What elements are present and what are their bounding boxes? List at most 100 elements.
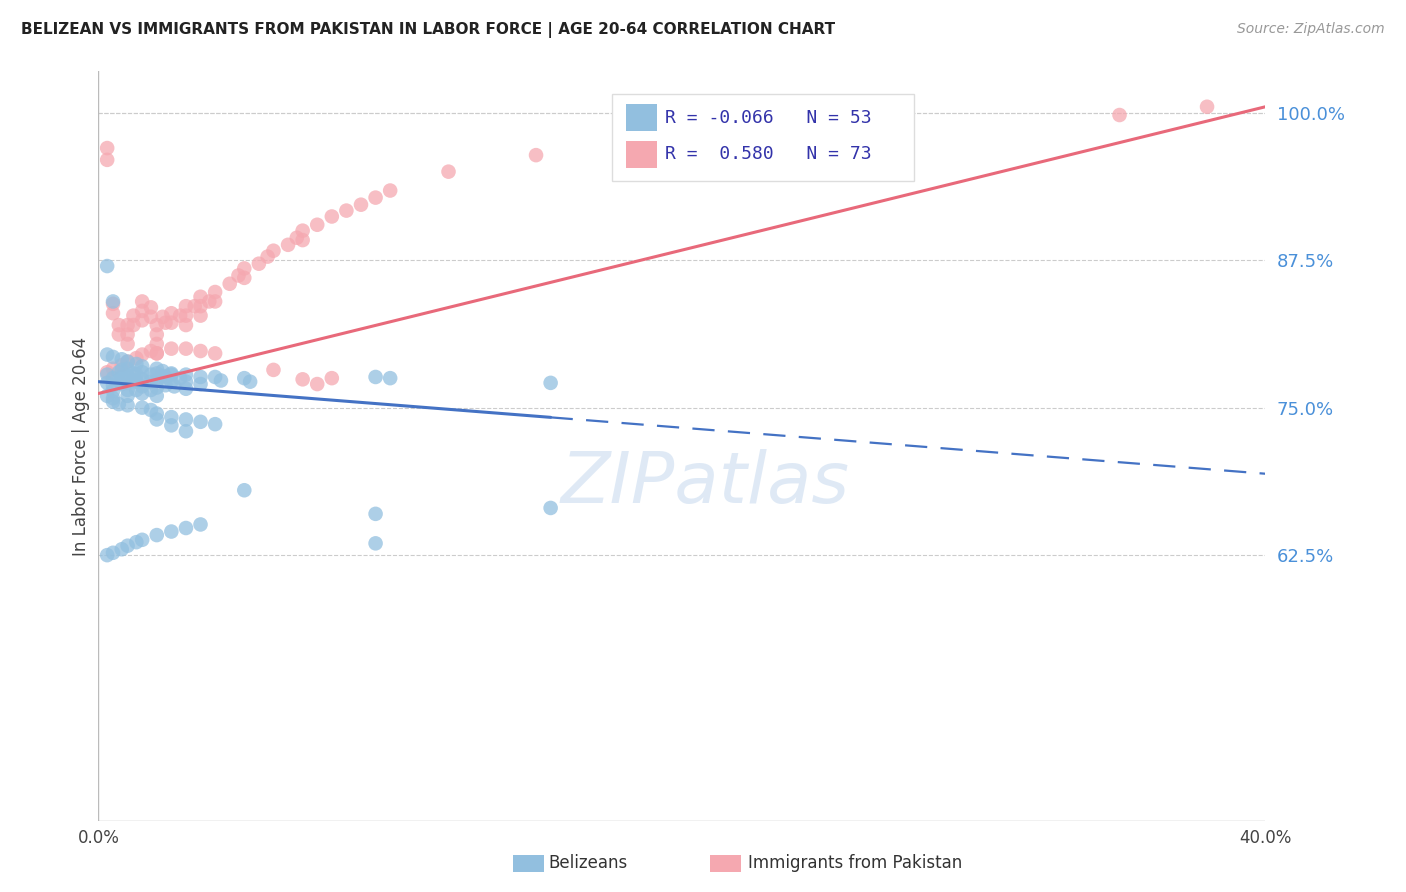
Point	[131, 304, 153, 318]
Point	[204, 370, 226, 384]
Point	[101, 391, 124, 405]
Point	[139, 301, 162, 315]
Point	[540, 500, 562, 515]
Point	[111, 542, 134, 557]
Point	[146, 346, 169, 360]
Point	[321, 210, 343, 224]
Point	[146, 407, 169, 421]
Point	[101, 350, 124, 364]
Point	[671, 131, 693, 145]
Point	[117, 327, 139, 342]
Point	[174, 299, 197, 313]
Point	[146, 412, 169, 426]
Point	[152, 368, 174, 383]
Point	[111, 377, 134, 392]
Point	[146, 361, 169, 376]
Point	[262, 244, 284, 258]
Point	[117, 361, 139, 376]
Point	[96, 365, 118, 379]
Point	[160, 418, 183, 433]
Point	[122, 374, 145, 388]
Point	[101, 361, 124, 376]
Point	[228, 268, 250, 283]
Point	[108, 374, 131, 388]
Point	[131, 379, 153, 393]
Point	[117, 368, 139, 383]
Point	[139, 375, 162, 389]
Point	[307, 218, 329, 232]
Point	[190, 344, 212, 359]
Point	[131, 294, 153, 309]
Point	[174, 375, 197, 389]
Point	[131, 533, 153, 547]
Point	[190, 377, 212, 392]
Point	[131, 365, 153, 379]
Point	[146, 346, 169, 360]
Point	[96, 376, 118, 390]
Point	[155, 316, 177, 330]
Text: R = -0.066   N = 53: R = -0.066 N = 53	[665, 109, 872, 127]
Point	[307, 377, 329, 392]
Point	[233, 261, 256, 276]
Point	[262, 363, 284, 377]
Point	[131, 313, 153, 327]
Point	[131, 401, 153, 415]
Point	[101, 297, 124, 311]
Point	[524, 148, 547, 162]
Point	[146, 367, 169, 381]
Point	[174, 368, 197, 382]
Point	[1108, 108, 1130, 122]
Text: R =  0.580   N = 73: R = 0.580 N = 73	[665, 145, 872, 163]
Point	[108, 365, 131, 379]
Point	[380, 371, 402, 385]
Point	[152, 364, 174, 378]
Point	[183, 299, 205, 313]
Point	[437, 164, 460, 178]
Point	[117, 354, 139, 368]
Point	[117, 383, 139, 397]
Point	[146, 318, 169, 332]
Point	[117, 318, 139, 332]
Point	[364, 536, 387, 550]
Point	[160, 524, 183, 539]
Point	[174, 382, 197, 396]
Point	[204, 346, 226, 360]
Point	[117, 376, 139, 390]
Point	[146, 327, 169, 342]
Point	[364, 191, 387, 205]
Point	[321, 371, 343, 385]
Point	[96, 141, 118, 155]
Point	[96, 153, 118, 167]
Point	[125, 535, 148, 549]
Point	[364, 370, 387, 384]
Point	[131, 347, 153, 361]
Point	[111, 352, 134, 367]
Point	[101, 378, 124, 392]
Point	[190, 290, 212, 304]
Point	[174, 521, 197, 535]
Point	[239, 375, 262, 389]
Y-axis label: In Labor Force | Age 20-64: In Labor Force | Age 20-64	[72, 336, 90, 556]
Point	[160, 368, 183, 382]
Point	[146, 374, 169, 388]
Point	[117, 389, 139, 403]
Point	[101, 294, 124, 309]
Point	[117, 398, 139, 412]
Point	[169, 309, 191, 323]
Point	[285, 231, 308, 245]
Point	[146, 381, 169, 395]
Point	[131, 372, 153, 386]
Point	[277, 237, 299, 252]
Point	[233, 270, 256, 285]
Point	[125, 375, 148, 389]
Point	[101, 394, 124, 409]
Point	[350, 197, 373, 211]
Point	[160, 375, 183, 389]
Point	[380, 184, 402, 198]
Point	[125, 368, 148, 382]
Point	[108, 318, 131, 332]
Point	[122, 367, 145, 381]
Point	[139, 310, 162, 324]
Point	[131, 359, 153, 374]
Point	[122, 309, 145, 323]
